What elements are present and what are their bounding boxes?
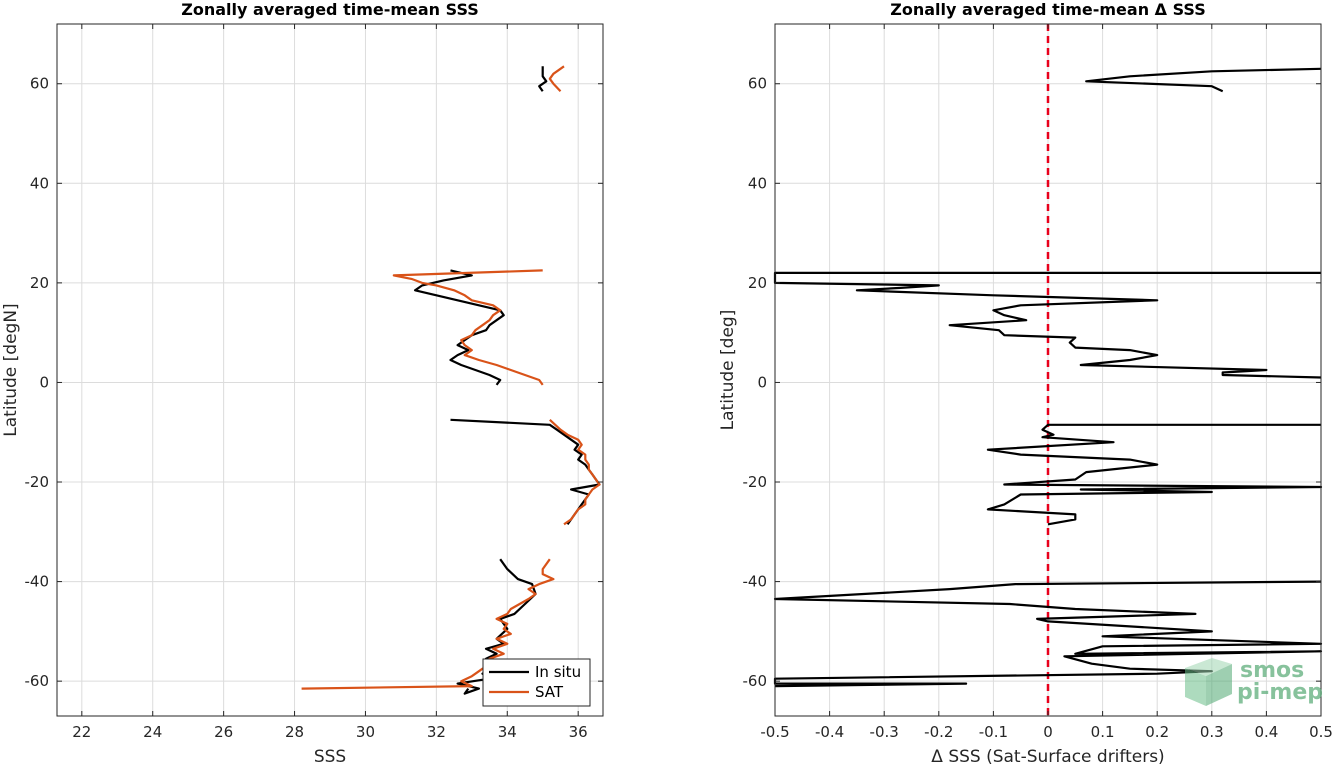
series-line-delta-segment-2 xyxy=(986,423,1323,526)
x-axis-label: SSS xyxy=(314,747,346,765)
y-tick-label: 20 xyxy=(748,274,767,292)
legend-label-sat: SAT xyxy=(535,683,564,701)
series-line-sat-segment-1 xyxy=(392,269,544,386)
x-tick-label: -0.5 xyxy=(760,723,789,741)
axis-ticks: -0.5 -0.4 -0.3 -0.2 -0.1 0 0.1 0.2 0.3 0.4 0.5 -60 -… xyxy=(743,24,1333,741)
series-line-in-situ-segment-3 xyxy=(456,558,537,695)
y-tick-label: -40 xyxy=(743,573,768,591)
x-tick-label: 0.1 xyxy=(1091,723,1115,741)
x-tick-label: -0.2 xyxy=(924,723,953,741)
x-tick-label: 0.5 xyxy=(1309,723,1333,741)
y-tick-label: 20 xyxy=(30,274,49,292)
x-tick-label: 28 xyxy=(285,723,304,741)
y-axis-label: Latitude [degN] xyxy=(1,303,21,436)
series-lines xyxy=(301,65,601,695)
series-line-in-situ-segment-2 xyxy=(450,418,601,525)
x-tick-label: 0.2 xyxy=(1145,723,1169,741)
chart-title: Zonally averaged time-mean Δ SSS xyxy=(890,0,1206,19)
y-tick-label: 60 xyxy=(748,75,767,93)
logo-text-smos: smos xyxy=(1240,658,1304,683)
x-tick-label: 32 xyxy=(427,723,446,741)
series-line-in-situ-segment-1 xyxy=(414,269,505,386)
series-line-delta-segment-0 xyxy=(1085,67,1322,93)
y-tick-label: -60 xyxy=(743,672,768,690)
y-tick-label: 40 xyxy=(748,174,767,192)
sss-panel: 22 24 26 28 30 32 34 36 -60 -40 -20 0 20 40 60 Zonally… xyxy=(1,0,604,765)
x-tick-label: -0.4 xyxy=(815,723,844,741)
smos-pi-mep-logo: smos pi-mep xyxy=(1185,658,1323,706)
x-axis-label: Δ SSS (Sat-Surface drifters) xyxy=(931,747,1164,765)
y-tick-label: 0 xyxy=(39,373,49,391)
series-line-sat-segment-0 xyxy=(548,65,565,92)
x-tick-label: 0.4 xyxy=(1254,723,1278,741)
x-tick-label: 36 xyxy=(569,723,588,741)
x-tick-label: 0 xyxy=(1043,723,1053,741)
series-line-delta-segment-3 xyxy=(773,580,1323,688)
series-line-delta-segment-1 xyxy=(773,271,1322,379)
y-tick-label: -40 xyxy=(25,573,50,591)
y-tick-label: -20 xyxy=(743,473,768,491)
legend: In situ SAT xyxy=(482,658,591,707)
x-tick-label: -0.1 xyxy=(979,723,1008,741)
x-tick-label: -0.3 xyxy=(870,723,899,741)
legend-box xyxy=(482,658,591,707)
y-tick-label: 40 xyxy=(30,174,49,192)
series-line-in-situ-segment-0 xyxy=(538,66,548,92)
legend-label-in-situ: In situ xyxy=(535,663,581,681)
y-tick-label: -60 xyxy=(25,672,50,690)
x-tick-label: 26 xyxy=(214,723,233,741)
x-tick-label: 30 xyxy=(356,723,375,741)
x-tick-label: 24 xyxy=(143,723,162,741)
axis-ticks: 22 24 26 28 30 32 34 36 -60 -40 -20 0 20 40 60 xyxy=(25,24,603,741)
chart-title: Zonally averaged time-mean SSS xyxy=(181,0,479,19)
logo-text-pi-mep: pi-mep xyxy=(1237,680,1323,705)
series-lines xyxy=(773,67,1323,688)
plot-frame xyxy=(56,23,604,717)
y-axis-label: Latitude [deg] xyxy=(718,310,738,431)
series-line-sat-segment-2 xyxy=(549,418,601,526)
x-tick-label: 34 xyxy=(498,723,517,741)
grid-lines xyxy=(57,24,603,716)
y-tick-label: 0 xyxy=(757,373,767,391)
y-tick-label: 60 xyxy=(30,75,49,93)
x-tick-label: 22 xyxy=(72,723,91,741)
series-line-sat-segment-3 xyxy=(301,558,555,690)
x-tick-label: 0.3 xyxy=(1200,723,1224,741)
logo-cube-icon xyxy=(1185,658,1232,706)
y-tick-label: -20 xyxy=(25,473,50,491)
delta-sss-panel: -0.5 -0.4 -0.3 -0.2 -0.1 0 0.1 0.2 0.3 0.4 0.5 -60 -… xyxy=(718,0,1333,765)
